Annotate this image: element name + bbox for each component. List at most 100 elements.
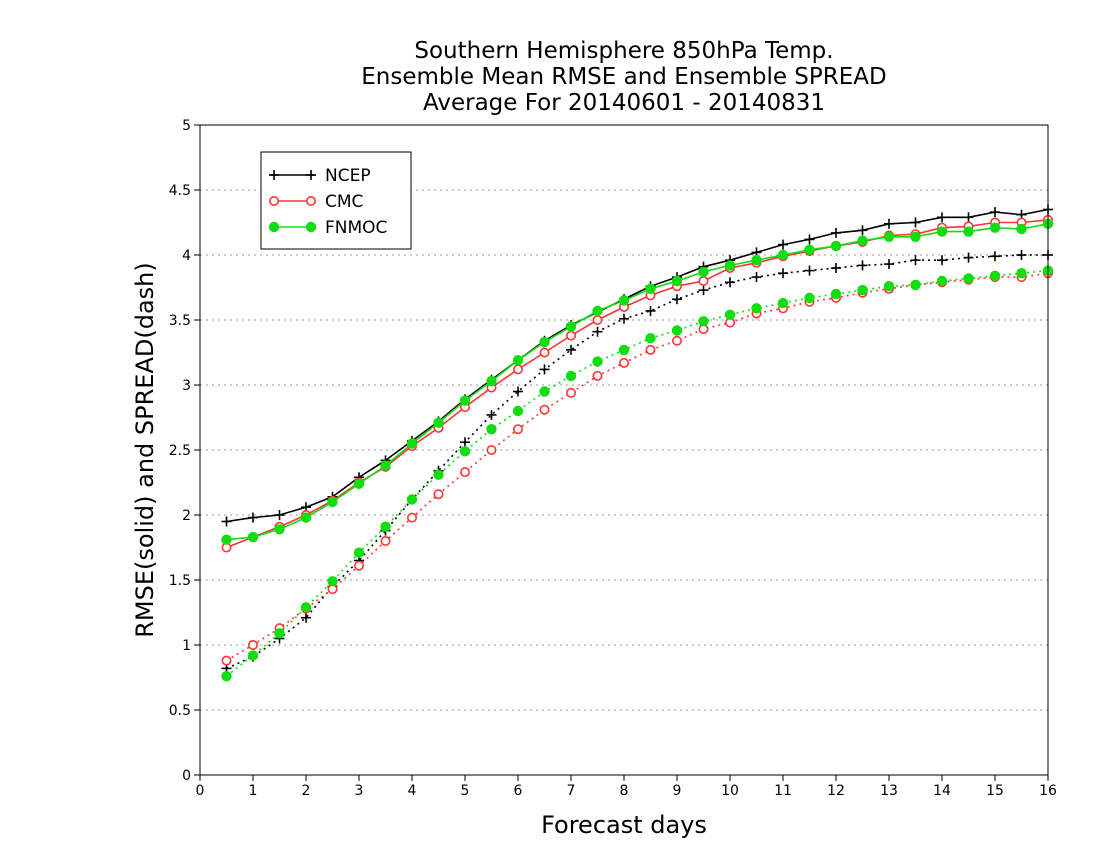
data-point	[539, 336, 550, 348]
title-line-1: Southern Hemisphere 850hPa Temp.	[414, 38, 833, 64]
data-point	[618, 357, 629, 368]
gridlines	[200, 189, 1048, 711]
ncep-spread-series	[221, 250, 1053, 674]
ncep-rmse-line	[226, 208, 1049, 523]
data-point	[672, 294, 682, 305]
x-tick-label: 2	[302, 783, 311, 799]
data-point	[512, 355, 524, 366]
data-point	[221, 534, 232, 545]
data-point	[804, 265, 815, 276]
legend-item-ncep: NCEP	[269, 166, 371, 186]
data-point	[778, 268, 788, 279]
data-point	[989, 222, 1001, 233]
legend-item-fnmoc: FNMOC	[268, 218, 387, 238]
data-point	[327, 496, 338, 508]
data-point	[433, 417, 444, 428]
y-tick-label: 0	[182, 768, 191, 784]
data-point	[884, 218, 894, 229]
data-point	[221, 671, 232, 682]
data-point	[512, 364, 523, 375]
title-line-2: Ensemble Mean RMSE and Ensemble SPREAD	[361, 64, 886, 90]
data-point	[459, 395, 471, 406]
data-point	[778, 239, 788, 250]
data-point	[937, 255, 947, 266]
data-point	[592, 356, 603, 367]
data-point	[777, 297, 789, 309]
data-point	[353, 478, 365, 490]
data-point	[592, 370, 603, 381]
data-point	[804, 244, 815, 256]
data-point	[268, 196, 279, 207]
data-point	[884, 259, 894, 270]
data-point	[936, 226, 948, 237]
series-layer	[221, 204, 1054, 682]
x-tick-label: 6	[514, 783, 523, 799]
data-point	[305, 221, 317, 233]
x-axis-label: Forecast days	[541, 811, 707, 839]
legend-label: CMC	[325, 192, 363, 212]
data-point	[883, 281, 895, 292]
data-point	[857, 235, 868, 246]
data-point	[751, 272, 762, 283]
data-point	[247, 650, 259, 661]
y-tick-label: 3.5	[169, 313, 191, 329]
data-point	[963, 226, 974, 237]
data-point	[751, 303, 762, 314]
data-point	[380, 535, 391, 546]
data-point	[963, 212, 974, 223]
fnmoc-rmse-line	[226, 223, 1049, 541]
data-point	[592, 305, 603, 317]
data-point	[883, 231, 895, 243]
title-line-3: Average For 20140601 - 20140831	[423, 90, 825, 116]
data-point	[619, 313, 629, 324]
data-point	[353, 547, 365, 558]
data-point	[618, 295, 630, 306]
x-tick-label: 1	[249, 783, 258, 799]
data-point	[327, 576, 338, 587]
data-point	[539, 404, 550, 415]
data-point	[910, 217, 921, 228]
data-point	[460, 437, 470, 448]
data-point	[565, 330, 576, 341]
data-point	[937, 212, 947, 223]
data-point	[268, 221, 280, 233]
data-point	[831, 227, 841, 238]
data-point	[671, 335, 682, 346]
x-tick-label: 14	[933, 783, 951, 799]
data-point	[618, 344, 630, 356]
data-point	[353, 560, 364, 571]
data-point	[305, 196, 316, 207]
x-tick-label: 5	[461, 783, 470, 799]
y-tick-label: 4.5	[169, 183, 191, 199]
data-point	[777, 249, 789, 261]
data-point	[539, 364, 550, 375]
data-point	[406, 512, 417, 523]
data-point	[539, 386, 550, 397]
data-point	[274, 628, 285, 639]
data-point	[512, 405, 524, 417]
y-tick-label: 4	[182, 248, 191, 264]
data-point	[433, 489, 444, 500]
data-point	[910, 231, 921, 243]
data-point	[592, 326, 603, 337]
x-tick-label: 7	[567, 783, 576, 799]
ncep-spread-line	[226, 254, 1048, 670]
data-point	[486, 444, 497, 455]
data-point	[830, 288, 842, 300]
data-point	[486, 375, 497, 387]
fnmoc-spread-line	[226, 269, 1049, 677]
data-point	[1016, 223, 1027, 235]
data-point	[221, 655, 232, 666]
data-point	[831, 263, 841, 273]
fnmoc-rmse-series	[221, 218, 1054, 545]
data-point	[724, 260, 736, 271]
y-tick-label: 5	[182, 118, 191, 134]
data-point	[990, 207, 1000, 218]
data-point	[645, 344, 656, 355]
data-point	[306, 170, 316, 180]
data-point	[565, 370, 577, 382]
data-point	[301, 612, 311, 623]
data-point	[857, 260, 868, 271]
data-point	[751, 255, 762, 266]
x-tick-label: 4	[408, 783, 417, 799]
